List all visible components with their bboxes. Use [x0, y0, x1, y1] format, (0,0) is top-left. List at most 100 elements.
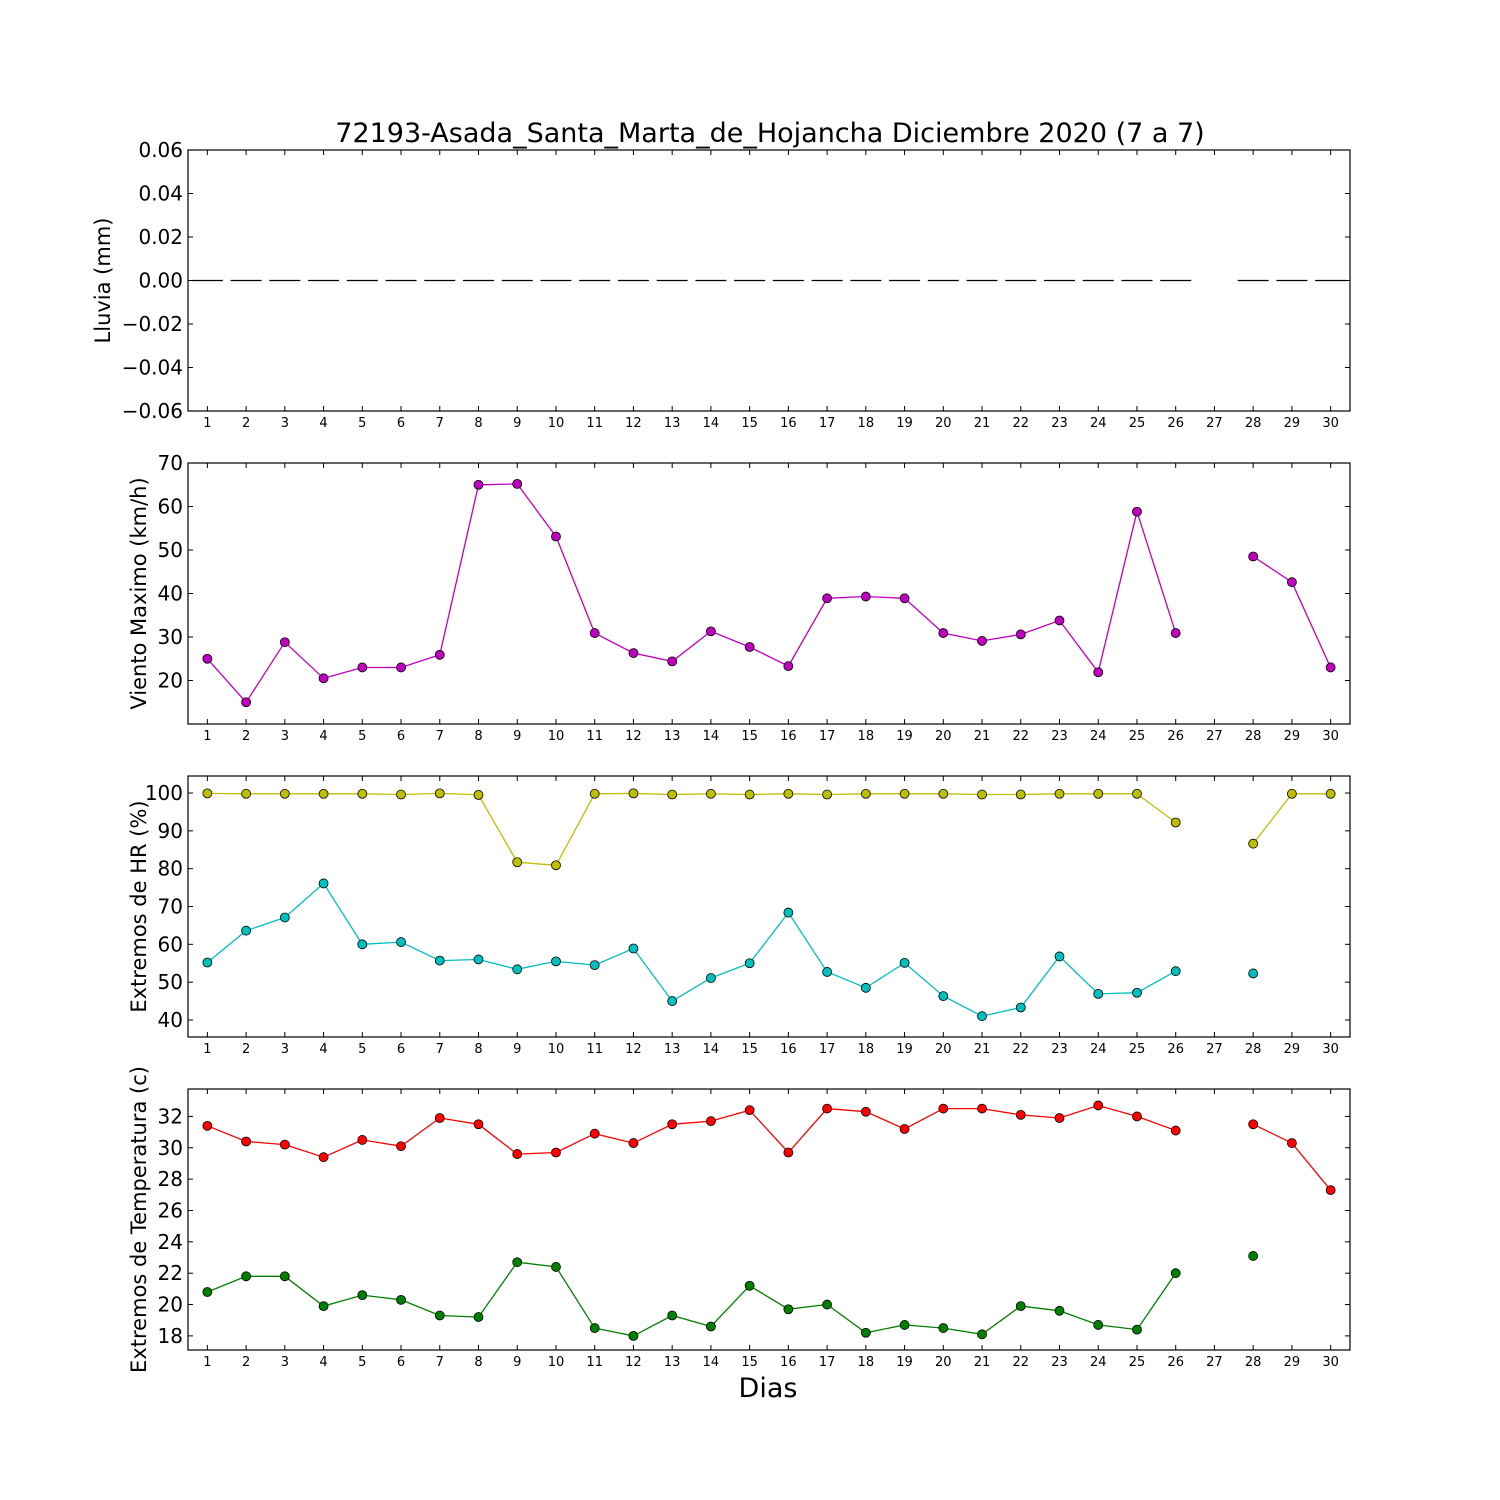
data-point — [667, 789, 678, 800]
data-point — [1170, 1268, 1181, 1279]
y-tick-label: 80 — [158, 857, 183, 881]
data-point — [706, 1321, 716, 1332]
y-tick-label: 0.04 — [138, 182, 183, 206]
data-point — [241, 1136, 252, 1147]
y-tick-label: 20 — [158, 669, 183, 693]
data-point — [1170, 966, 1181, 977]
x-tick-label: 5 — [358, 416, 366, 431]
x-tick-label: 19 — [896, 1042, 913, 1057]
x-tick-label: 3 — [281, 1355, 289, 1370]
data-point — [860, 1106, 871, 1117]
x-tick-label: 19 — [896, 1355, 913, 1370]
x-tick-label: 30 — [1322, 416, 1339, 431]
data-point — [589, 788, 600, 799]
x-tick-label: 15 — [741, 416, 758, 431]
x-tick-label: 9 — [513, 729, 521, 744]
x-tick-label: 27 — [1206, 1355, 1223, 1370]
x-tick-label: 22 — [1012, 729, 1029, 744]
data-point — [279, 1271, 290, 1282]
data-point — [860, 591, 871, 602]
x-tick-label: 16 — [780, 729, 797, 744]
data-point — [473, 954, 484, 965]
x-tick-label: 18 — [858, 416, 875, 431]
data-point — [1170, 628, 1181, 638]
x-tick-label: 30 — [1322, 1042, 1339, 1057]
x-tick-label: 8 — [474, 416, 482, 431]
data-point — [473, 1312, 484, 1322]
x-tick-label: 7 — [436, 1355, 444, 1370]
x-tick-label: 23 — [1051, 1355, 1068, 1370]
y-tick-label: −0.04 — [122, 356, 183, 380]
data-point — [628, 1138, 639, 1148]
data-point — [396, 1141, 406, 1152]
x-tick-label: 15 — [741, 1042, 758, 1057]
data-point — [977, 636, 987, 646]
data-point — [434, 1310, 445, 1321]
y-tick-label: 60 — [158, 932, 183, 956]
data-point — [1325, 788, 1336, 799]
data-point — [434, 649, 445, 660]
y-tick-label: 32 — [158, 1104, 183, 1128]
x-tick-label: 28 — [1245, 416, 1262, 431]
y-tick-label: 70 — [158, 451, 183, 475]
series-2 — [202, 878, 1259, 1022]
data-point — [977, 789, 987, 800]
x-tick-label: 30 — [1322, 1355, 1339, 1370]
x-tick-label: 6 — [397, 416, 405, 431]
x-tick-label: 21 — [974, 1355, 991, 1370]
data-point — [667, 656, 678, 667]
x-tick-label: 6 — [397, 1042, 405, 1057]
x-tick-label: 26 — [1167, 729, 1184, 744]
x-tick-label: 6 — [397, 729, 405, 744]
x-tick-label: 5 — [358, 729, 366, 744]
data-point — [706, 626, 716, 637]
x-tick-label: 11 — [586, 416, 603, 431]
data-point — [279, 637, 290, 648]
x-tick-label: 13 — [664, 1042, 681, 1057]
data-point — [396, 662, 406, 673]
x-tick-label: 17 — [819, 1042, 836, 1057]
x-tick-label: 13 — [664, 729, 681, 744]
chart-title: 72193-Asada_Santa_Marta_de_Hojancha Dici… — [335, 118, 1204, 149]
data-point — [589, 1128, 600, 1139]
x-tick-label: 25 — [1129, 1042, 1146, 1057]
panels: −0.06−0.04−0.020.000.020.040.061 2 3 4 5 6 7 8 9… — [91, 138, 1351, 1373]
x-tick-label: 24 — [1090, 1355, 1107, 1370]
y-tick-label: 50 — [158, 538, 183, 562]
x-tick-label: 10 — [548, 1355, 565, 1370]
data-point — [667, 1119, 678, 1130]
data-point — [1015, 629, 1026, 640]
data-point — [628, 1330, 639, 1341]
data-point — [1093, 1100, 1104, 1111]
data-point — [667, 1310, 678, 1321]
x-tick-label: 18 — [858, 729, 875, 744]
x-tick-label: 13 — [664, 416, 681, 431]
data-point — [822, 593, 832, 604]
x-tick-label: 13 — [664, 1355, 681, 1370]
data-point — [318, 788, 329, 799]
x-tick-label: 21 — [974, 1042, 991, 1057]
x-tick-label: 23 — [1051, 729, 1068, 744]
x-tick-label: 24 — [1090, 729, 1107, 744]
data-point — [899, 957, 910, 968]
y-tick-label: −0.06 — [122, 399, 183, 423]
series-line — [206, 483, 1332, 704]
data-point — [1287, 1138, 1297, 1148]
x-tick-label: 21 — [974, 729, 991, 744]
y-axis-label: Viento Maximo (km/h) — [127, 477, 151, 709]
y-axis-label: Extremos de HR (%) — [127, 800, 151, 1012]
data-point — [1132, 987, 1142, 998]
y-tick-label: 40 — [158, 582, 183, 606]
x-tick-label: 28 — [1245, 1042, 1262, 1057]
data-point — [1132, 788, 1142, 799]
x-tick-label: 25 — [1129, 1355, 1146, 1370]
data-point — [628, 788, 639, 799]
data-point — [551, 1147, 561, 1158]
x-tick-label: 24 — [1090, 1042, 1107, 1057]
x-tick-label: 20 — [935, 1042, 952, 1057]
x-tick-label: 8 — [474, 1355, 482, 1370]
x-tick-label: 25 — [1129, 729, 1146, 744]
data-point — [899, 1124, 910, 1134]
data-point — [1248, 1119, 1259, 1130]
